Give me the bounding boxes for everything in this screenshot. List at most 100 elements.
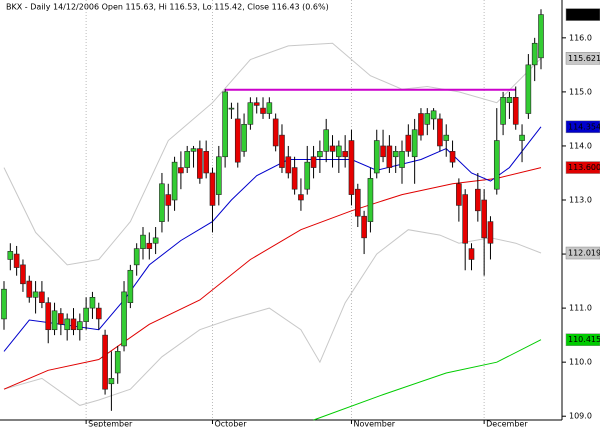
candle-body xyxy=(51,310,58,331)
candle-body xyxy=(418,113,424,136)
y-tick-label: 109.0 xyxy=(569,412,592,421)
candle-body xyxy=(108,378,115,385)
candle-body xyxy=(241,124,247,152)
candle-body xyxy=(354,188,361,217)
indicator-line xyxy=(3,126,542,352)
candle-body xyxy=(152,237,159,244)
candle-body xyxy=(159,183,165,222)
candle-body xyxy=(399,151,405,168)
candle-body xyxy=(424,113,431,125)
candle-body xyxy=(171,161,178,201)
candle-body xyxy=(266,102,273,114)
candle-body xyxy=(279,134,285,168)
value-label: 110.415 xyxy=(568,335,600,344)
y-tick-label: 116.0 xyxy=(569,33,592,42)
candle-body xyxy=(165,194,172,206)
candle-body xyxy=(45,302,52,331)
value-label-box xyxy=(565,8,600,21)
candle-body xyxy=(506,96,513,104)
candle-body xyxy=(178,167,184,174)
candle-body xyxy=(298,194,304,201)
candle-body xyxy=(304,161,311,190)
candle-body xyxy=(64,318,70,331)
candle-body xyxy=(140,234,146,249)
candle-body xyxy=(361,215,367,239)
candle-body xyxy=(209,172,216,206)
chart-title: BKX - Daily 14/12/2006 Open 115.63, Hi 1… xyxy=(6,3,329,12)
candle-body xyxy=(20,264,26,285)
candle-body xyxy=(89,296,96,309)
x-tick-label: October xyxy=(214,420,247,427)
y-tick-label: 114.0 xyxy=(569,141,592,150)
candle-body xyxy=(323,129,330,152)
candle-body xyxy=(405,134,412,152)
candle-body xyxy=(342,151,348,158)
candle-body xyxy=(58,313,64,325)
candle-body xyxy=(336,145,342,158)
candle-body xyxy=(437,118,443,147)
value-label: 112.019 xyxy=(568,249,600,258)
value-label: 113.600 xyxy=(568,163,600,172)
candle-body xyxy=(430,110,437,120)
candle-body xyxy=(216,156,222,195)
candle-body xyxy=(481,199,487,239)
candle-body xyxy=(392,151,399,158)
candle-body xyxy=(7,251,14,260)
candle-body xyxy=(468,248,475,260)
candle-body xyxy=(329,145,336,152)
candle-body xyxy=(234,118,241,163)
candle-body xyxy=(519,134,525,141)
candle-body xyxy=(184,151,191,168)
candle-body xyxy=(247,102,254,125)
x-tick-label: December xyxy=(486,420,528,427)
candle-body xyxy=(317,151,323,158)
x-tick-label: November xyxy=(353,420,395,427)
y-tick-label: 115.0 xyxy=(569,87,592,96)
candle-body xyxy=(114,351,121,374)
value-label: 115.621 xyxy=(568,54,600,63)
candle-body xyxy=(102,334,108,390)
candle-body xyxy=(228,107,235,110)
candle-body xyxy=(77,321,83,331)
indicator-line xyxy=(3,229,542,406)
candle-body xyxy=(291,167,298,190)
candle-body xyxy=(456,183,462,206)
candle-body xyxy=(512,96,519,125)
candle-body xyxy=(133,248,140,266)
candle-body xyxy=(538,14,544,59)
candle-body xyxy=(190,148,197,152)
candle-body xyxy=(475,188,481,212)
candle-body xyxy=(449,151,456,163)
candle-body xyxy=(531,42,538,66)
y-tick-label: 113.0 xyxy=(569,196,592,205)
candle-body xyxy=(253,102,260,106)
candle-body xyxy=(367,178,374,222)
indicator-line xyxy=(313,339,542,421)
candle-body xyxy=(146,242,153,249)
candle-body xyxy=(443,134,450,141)
value-label: 114.354 xyxy=(568,122,600,131)
candle-body xyxy=(127,269,134,304)
value-label-box xyxy=(565,246,600,260)
candle-body xyxy=(203,151,209,174)
candle-body xyxy=(95,307,102,320)
candle-body xyxy=(348,140,355,195)
candle-body xyxy=(493,140,500,190)
candle-body xyxy=(197,148,203,179)
value-label-box xyxy=(565,120,600,134)
y-tick-label: 111.0 xyxy=(569,304,592,313)
candle-body xyxy=(500,96,506,125)
candle-body xyxy=(1,288,7,320)
value-label: 116.43 xyxy=(568,10,596,19)
candle-body xyxy=(70,318,77,331)
value-label-box xyxy=(565,161,600,174)
candle-body xyxy=(26,280,33,298)
candle-body xyxy=(525,64,532,114)
candle-body xyxy=(487,221,494,244)
candle-body xyxy=(121,291,127,347)
candle-body xyxy=(310,156,317,168)
candle-body xyxy=(39,291,45,304)
candle-body xyxy=(222,91,228,158)
